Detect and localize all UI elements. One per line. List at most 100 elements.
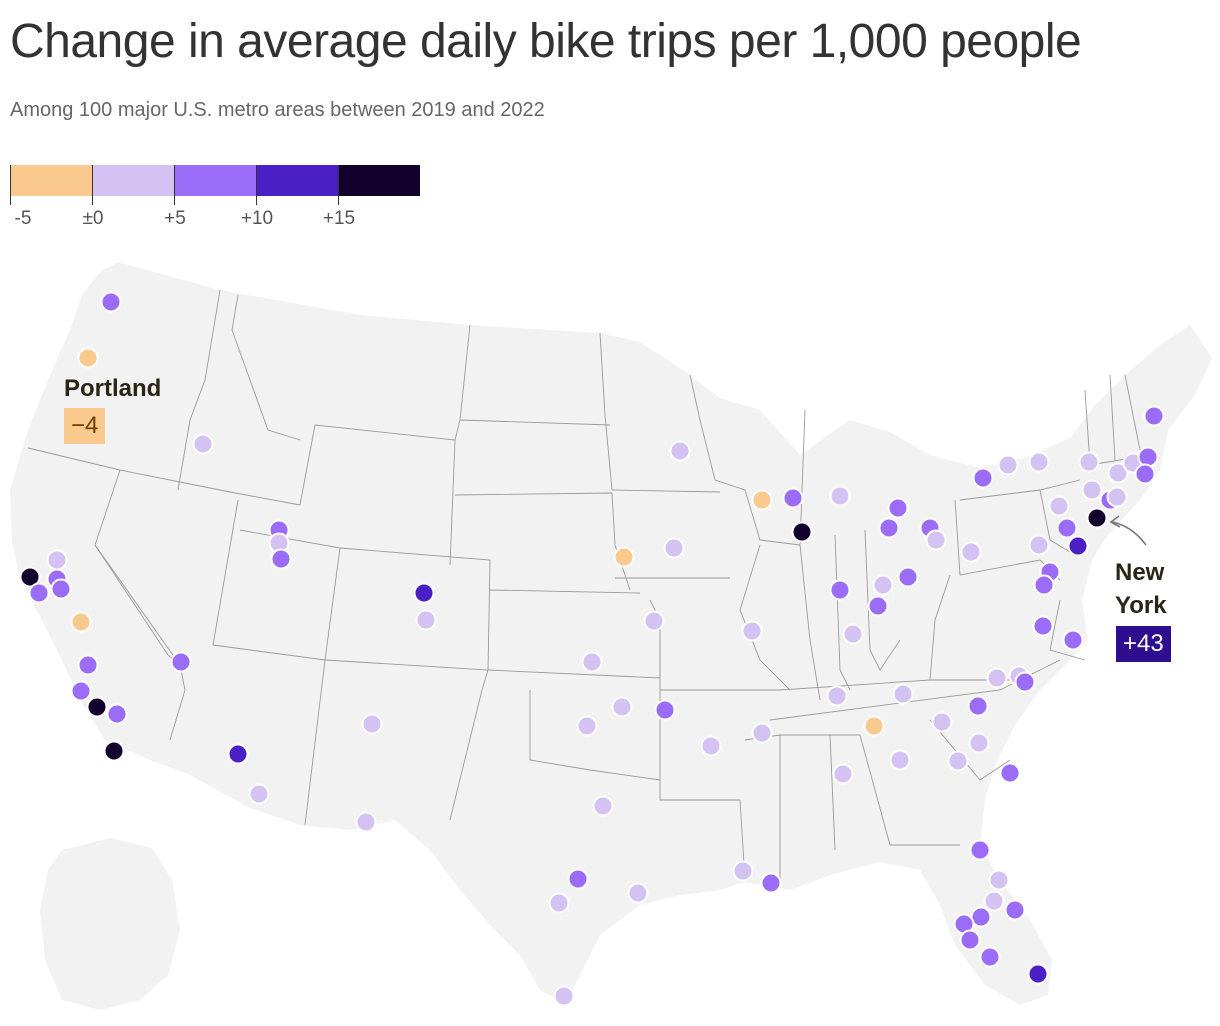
metro-dot — [826, 685, 848, 707]
metro-dot — [889, 749, 911, 771]
metro-dot — [760, 872, 782, 894]
city-dots — [19, 291, 1165, 1007]
new-york-callout-arrow — [1111, 521, 1147, 546]
metro-dot — [931, 711, 953, 733]
metro-dot — [829, 579, 851, 601]
metro-dot — [751, 722, 773, 744]
metro-dot — [355, 811, 377, 833]
legend-tick — [256, 165, 257, 205]
metro-dot — [863, 715, 885, 737]
metro-dot — [832, 763, 854, 785]
metro-dot — [1143, 405, 1165, 427]
metro-dot — [1028, 451, 1050, 473]
metro-dot — [1056, 517, 1078, 539]
state-border — [324, 659, 489, 821]
chart-subtitle: Among 100 major U.S. metro areas between… — [10, 99, 545, 121]
legend-label-plus15: +15 — [322, 208, 356, 229]
metro-dot — [972, 467, 994, 489]
state-border — [27, 447, 301, 506]
metro-dot — [791, 521, 813, 543]
state-border — [339, 547, 491, 671]
state-border — [799, 409, 821, 701]
legend-bin-5 — [338, 165, 420, 196]
state-border — [829, 734, 836, 851]
metro-dot — [1107, 462, 1129, 484]
metro-dot — [70, 680, 92, 702]
metro-dot — [100, 291, 122, 313]
legend-label-plus10: +10 — [240, 208, 274, 229]
metro-dot — [1062, 629, 1084, 651]
metro-dot — [1028, 534, 1050, 556]
metro-dot — [741, 620, 763, 642]
state-border — [659, 640, 740, 801]
legend-tick — [10, 165, 11, 205]
metro-dot — [999, 762, 1021, 784]
state-border — [177, 289, 221, 491]
metro-dot — [988, 869, 1010, 891]
metro-dot — [576, 715, 598, 737]
state-border — [834, 534, 851, 691]
metro-dot — [103, 740, 125, 762]
metro-dot — [969, 839, 991, 861]
metro-dot — [872, 574, 894, 596]
metro-dot — [663, 537, 685, 559]
legend-label-plus5: +5 — [164, 208, 186, 229]
metro-dot — [1134, 463, 1156, 485]
metro-dot — [986, 667, 1008, 689]
state-border — [1109, 374, 1116, 461]
metro-dot — [1033, 574, 1055, 596]
legend-tick — [338, 165, 339, 205]
new-york-value-badge: +43 — [1116, 626, 1171, 662]
metro-dot — [751, 489, 773, 511]
metro-dot — [1067, 535, 1089, 557]
metro-dot — [983, 890, 1005, 912]
metro-dot — [46, 549, 68, 571]
metro-dot — [1086, 507, 1108, 529]
metro-dot — [1027, 963, 1049, 985]
metro-dot — [654, 699, 676, 721]
metro-dot — [415, 609, 437, 631]
metro-dot — [627, 882, 649, 904]
metro-dot — [968, 732, 990, 754]
state-border — [299, 424, 456, 566]
metro-dot — [967, 695, 989, 717]
metro-dot — [925, 529, 947, 551]
metro-dot — [1137, 446, 1159, 468]
state-border — [611, 489, 721, 493]
state-border — [454, 492, 631, 591]
metro-dot — [613, 546, 635, 568]
metro-dot — [979, 946, 1001, 968]
state-border — [769, 659, 1061, 721]
state-border — [459, 419, 611, 426]
metro-dot — [878, 517, 900, 539]
metro-dot — [19, 566, 41, 588]
metro-dot — [842, 623, 864, 645]
metro-dot — [960, 541, 982, 563]
color-legend: -5 ±0 +5 +10 +15 — [10, 165, 420, 235]
contiguous-us-shape — [10, 262, 1212, 1005]
us-map — [10, 262, 1212, 1010]
metro-dot — [829, 485, 851, 507]
legend-tick — [174, 165, 175, 205]
state-border — [689, 374, 801, 546]
metro-dot — [1048, 495, 1070, 517]
state-border — [929, 574, 951, 681]
legend-bin-2 — [92, 165, 174, 196]
metro-dot — [592, 795, 614, 817]
metro-dot — [1004, 899, 1026, 921]
metro-dot — [106, 703, 128, 725]
metro-dot — [947, 750, 969, 772]
metro-dot — [700, 735, 722, 757]
metro-dot — [1078, 451, 1100, 473]
state-border — [212, 529, 341, 661]
metro-dot — [643, 610, 665, 632]
portland-value-badge: −4 — [64, 408, 106, 444]
state-border — [231, 294, 301, 441]
metro-dot — [553, 985, 575, 1007]
new-york-label-line2: York — [1115, 592, 1167, 619]
metro-dot — [77, 654, 99, 676]
state-border — [660, 679, 1010, 691]
metro-dot — [270, 548, 292, 570]
legend-bin-1 — [10, 165, 92, 196]
metro-dot — [70, 611, 92, 633]
